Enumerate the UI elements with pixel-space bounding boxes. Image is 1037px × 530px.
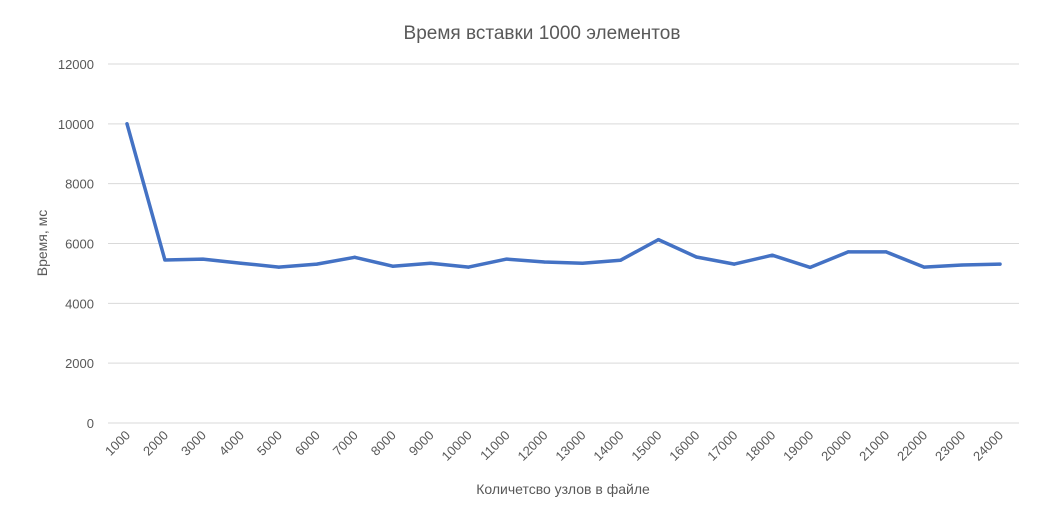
x-tick-label: 10000 — [439, 428, 475, 464]
y-tick-label: 4000 — [65, 296, 94, 311]
data-point — [770, 253, 774, 257]
x-tick-label: 17000 — [704, 428, 740, 464]
data-point — [960, 263, 964, 267]
data-point — [732, 262, 736, 266]
x-tick-label: 12000 — [514, 428, 550, 464]
data-point — [201, 257, 205, 261]
data-point — [277, 265, 281, 269]
data-point — [504, 257, 509, 261]
x-tick-label: 4000 — [216, 428, 247, 459]
y-tick-label: 0 — [87, 416, 94, 431]
x-tick-label: 21000 — [856, 428, 892, 464]
data-point — [239, 261, 243, 265]
data-point — [125, 122, 129, 126]
x-tick-label: 16000 — [666, 428, 702, 464]
x-tick-label: 24000 — [970, 428, 1006, 464]
y-tick-label: 8000 — [65, 177, 94, 192]
data-point — [429, 261, 433, 265]
x-tick-label: 2000 — [140, 428, 171, 459]
x-tick-label: 6000 — [292, 428, 323, 459]
y-axis-tick-labels: 0 2000 4000 6000 8000 10000 12000 — [58, 57, 94, 431]
x-tick-label: 19000 — [780, 428, 816, 464]
x-tick-label: 18000 — [742, 428, 778, 464]
chart-title: Время вставки 1000 элементов — [404, 23, 681, 44]
series-layer — [125, 122, 1002, 270]
data-point — [618, 258, 623, 262]
data-point — [846, 250, 850, 254]
data-point — [656, 238, 660, 242]
x-tick-label: 23000 — [932, 428, 968, 464]
data-point — [694, 255, 698, 259]
x-tick-label: 20000 — [818, 428, 854, 464]
series-line — [125, 122, 1002, 270]
x-tick-label: 8000 — [368, 428, 399, 459]
y-tick-label: 12000 — [58, 57, 94, 72]
y-tick-label: 10000 — [58, 117, 94, 132]
x-tick-label: 22000 — [894, 428, 930, 464]
y-tick-label: 6000 — [65, 237, 94, 252]
x-tick-label: 15000 — [628, 428, 664, 464]
data-point — [808, 265, 812, 270]
data-point — [922, 265, 926, 269]
x-tick-label: 11000 — [477, 428, 512, 463]
gridlines — [108, 63, 1019, 424]
data-point — [163, 258, 167, 262]
data-point — [580, 261, 585, 265]
x-tick-label: 13000 — [552, 428, 588, 464]
x-tick-label: 14000 — [590, 428, 626, 464]
y-axis-label: Время, мс — [34, 210, 50, 277]
x-tick-label: 7000 — [330, 428, 361, 459]
data-point — [467, 265, 471, 269]
x-axis-tick-labels: 1000 2000 3000 4000 5000 6000 7000 8000 9000 1000… — [102, 428, 1006, 464]
data-point — [998, 262, 1002, 266]
data-point — [542, 260, 547, 264]
y-tick-label: 2000 — [65, 356, 94, 371]
x-axis-label: Количетсво узлов в файле — [476, 481, 650, 497]
x-tick-label: 5000 — [254, 428, 285, 459]
x-tick-label: 1000 — [102, 428, 133, 459]
data-point — [391, 264, 395, 268]
data-point — [315, 262, 319, 266]
data-point — [353, 255, 357, 259]
x-tick-label: 9000 — [406, 428, 437, 459]
data-point — [884, 250, 888, 254]
x-tick-label: 3000 — [178, 428, 209, 459]
